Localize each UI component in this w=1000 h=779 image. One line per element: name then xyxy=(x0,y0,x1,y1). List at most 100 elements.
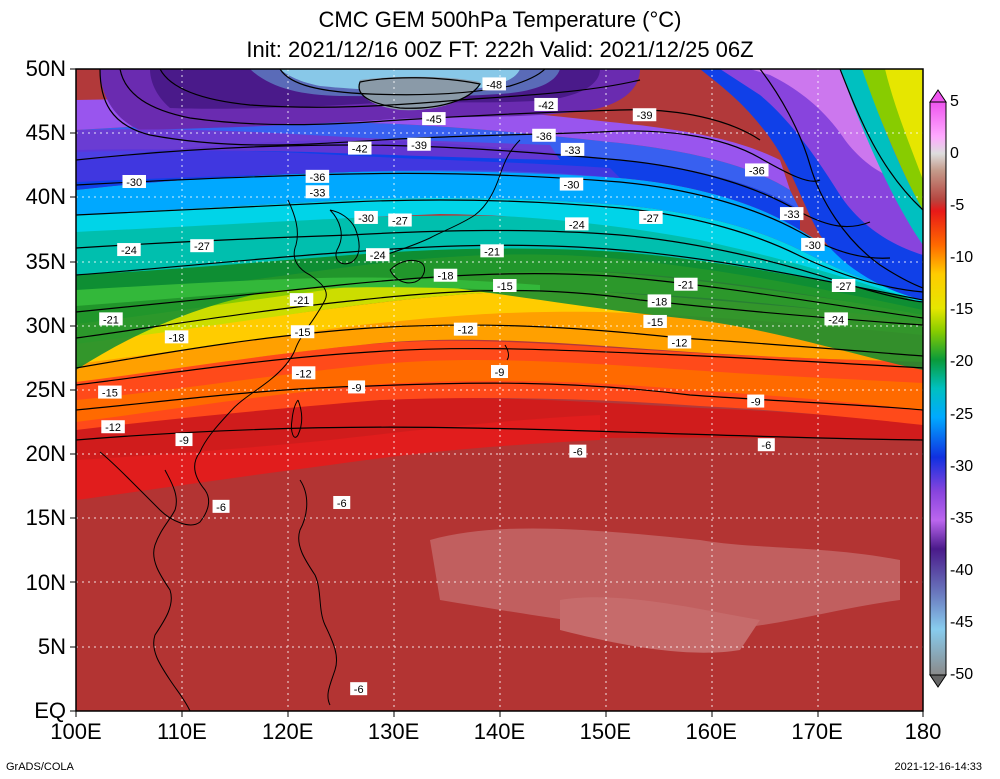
contour-label-text: -27 xyxy=(392,216,408,228)
contour-label: -39 xyxy=(632,108,657,122)
colorbar-tick-label: 0 xyxy=(950,145,959,163)
contour-label-text: -36 xyxy=(309,172,325,184)
colorbar-max-arrow xyxy=(929,89,947,103)
contour-label-text: -6 xyxy=(354,684,364,696)
contour-label: -15 xyxy=(493,278,517,293)
contour-label-text: -12 xyxy=(672,337,688,349)
coastlines xyxy=(99,139,521,711)
contour-label: -30 xyxy=(354,210,378,225)
lon-tick-label: 150E xyxy=(579,719,632,744)
contour-label: -12 xyxy=(101,420,125,434)
contour-label: -24 xyxy=(824,312,848,326)
contour-label: -6 xyxy=(333,495,351,510)
colorbar-tick-label: -15 xyxy=(950,301,974,319)
contour-label: -18 xyxy=(433,268,458,283)
lon-tick-label: 180 xyxy=(904,719,942,744)
contour-label-text: -24 xyxy=(828,314,844,326)
colorbar-min-arrow xyxy=(929,674,947,688)
contour-label: -36 xyxy=(532,128,556,143)
contour-label: -27 xyxy=(639,210,663,225)
contour-label: -36 xyxy=(745,163,769,177)
contour-label: -9 xyxy=(491,365,508,379)
contour-label-text: -39 xyxy=(411,140,427,152)
contour-label: -21 xyxy=(674,277,698,292)
contour-label-text: -33 xyxy=(784,209,800,221)
contour-label-text: -27 xyxy=(643,213,659,225)
contour-label-text: -24 xyxy=(569,219,585,231)
contour-label-text: -21 xyxy=(103,314,119,326)
contour-label-text: -6 xyxy=(337,498,347,510)
contour-label: -24 xyxy=(117,243,141,257)
contour-label: -12 xyxy=(453,322,478,337)
contour-label: -27 xyxy=(388,213,412,228)
contour-label: -36 xyxy=(305,169,330,184)
contour-label-text: -42 xyxy=(352,144,368,156)
contour-label-text: -24 xyxy=(370,250,386,262)
contour-label-text: -15 xyxy=(102,388,118,400)
colorbar-tick-label: -35 xyxy=(950,509,974,527)
contour-label-text: -6 xyxy=(573,447,583,459)
contour-label: -21 xyxy=(480,244,504,258)
contour-label-text: -42 xyxy=(538,100,554,112)
contour-label: -33 xyxy=(779,207,804,221)
contour-label: -45 xyxy=(422,112,446,126)
contour-label-text: -15 xyxy=(497,281,513,293)
contour-label: -6 xyxy=(212,499,230,514)
contour-label-text: -30 xyxy=(358,213,374,225)
colorbar-tick-label: -50 xyxy=(950,666,974,683)
colorbar xyxy=(929,89,947,688)
contour-label: -27 xyxy=(831,278,856,293)
colorbar-tick-label: 5 xyxy=(950,93,959,110)
contour-label: -18 xyxy=(647,294,672,308)
contour-label: -9 xyxy=(348,380,366,394)
contour-label-text: -15 xyxy=(647,317,663,329)
footer-source: GrADS/COLA xyxy=(6,761,74,773)
lat-tick-label: 20N xyxy=(25,441,66,467)
contour-label-text: -9 xyxy=(751,397,761,409)
colorbar-tick-label: -5 xyxy=(950,197,965,215)
contour-label-text: -12 xyxy=(296,368,312,380)
contour-label: -24 xyxy=(365,248,390,262)
footer-timestamp: 2021-12-16-14:33 xyxy=(894,761,982,773)
contour-label: -27 xyxy=(190,239,214,253)
contour-label-text: -33 xyxy=(309,187,325,199)
contour-label: -48 xyxy=(482,77,506,91)
contour-label: -12 xyxy=(291,366,316,380)
contour-label: -21 xyxy=(289,293,314,307)
lon-tick-label: 100E xyxy=(50,719,102,744)
chart-title: CMC GEM 500hPa Temperature (°C) xyxy=(318,7,682,32)
contour-label-text: -27 xyxy=(194,241,210,253)
contour-label-text: -18 xyxy=(169,332,185,344)
contour-label: -42 xyxy=(534,97,558,112)
lon-tick-label: 110E xyxy=(157,719,207,744)
colorbar-tick-label: -20 xyxy=(950,353,974,371)
contour-label-text: -15 xyxy=(295,327,311,339)
contour-label: -6 xyxy=(757,438,775,452)
contour-label: -39 xyxy=(407,137,431,152)
lon-tick-label: 130E xyxy=(367,719,420,744)
colorbar-tick-label: -10 xyxy=(950,249,974,267)
lat-tick-label: 35N xyxy=(25,248,66,274)
contour-label-text: -36 xyxy=(536,131,552,143)
colorbar-scale xyxy=(929,101,947,676)
contour-label-text: -36 xyxy=(749,165,765,177)
lat-tick-label: 10N xyxy=(25,569,66,595)
contour-label-text: -9 xyxy=(352,382,362,394)
contour-label: -30 xyxy=(122,174,146,189)
contour-label: -30 xyxy=(559,177,584,192)
contour-label-text: -30 xyxy=(126,177,142,189)
colorbar-tick-label: -40 xyxy=(950,561,974,579)
contour-label-text: -48 xyxy=(486,79,502,91)
contour-label: -42 xyxy=(347,141,372,156)
contour-label: -9 xyxy=(175,433,193,447)
contour-label: -15 xyxy=(98,385,122,400)
contour-label: -33 xyxy=(560,142,585,157)
contour-label: -15 xyxy=(643,314,667,329)
contour-label-text: -21 xyxy=(484,246,500,258)
lat-tick-label: 15N xyxy=(25,505,66,531)
lat-tick-label: 45N xyxy=(25,120,66,146)
contour-label-text: -30 xyxy=(564,180,580,192)
contour-label-text: -45 xyxy=(426,114,442,126)
contour-label: -33 xyxy=(305,185,330,199)
